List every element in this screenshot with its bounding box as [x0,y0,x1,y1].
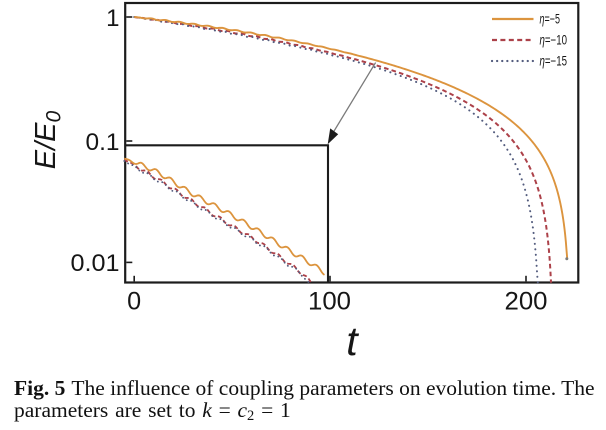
svg-text:0.01: 0.01 [71,250,120,277]
svg-text:t: t [346,318,359,364]
svg-text:200: 200 [505,288,548,316]
svg-text:E/E0: E/E0 [30,110,66,169]
svg-text:0.1: 0.1 [86,129,120,156]
svg-text:0: 0 [127,288,141,316]
svg-text:η=−15: η=−15 [540,54,568,69]
svg-text:η=−5: η=−5 [540,12,561,27]
svg-text:1: 1 [106,5,119,32]
svg-text:100: 100 [308,288,351,316]
svg-text:η=−10: η=−10 [540,33,568,48]
